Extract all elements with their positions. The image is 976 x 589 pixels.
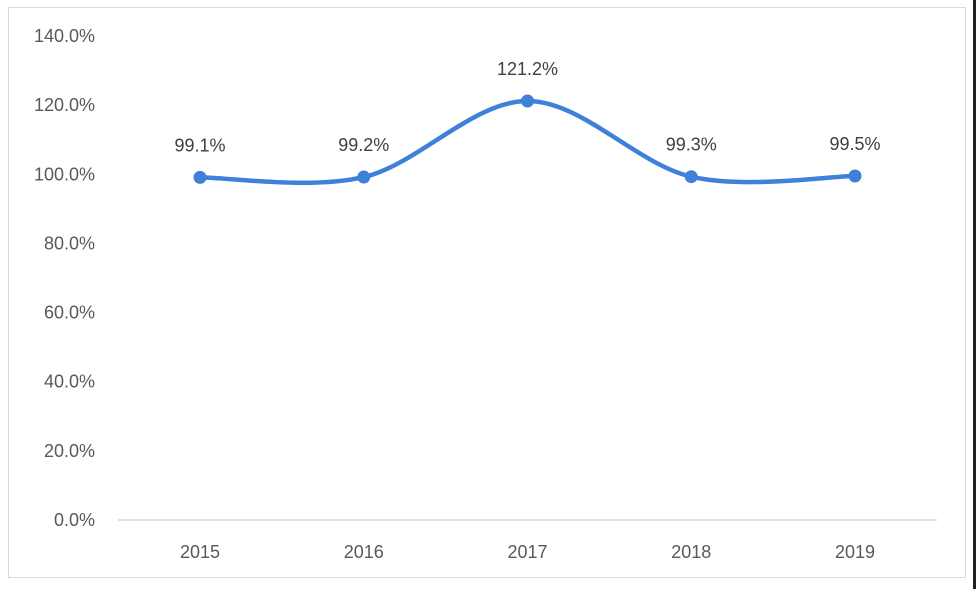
data-label: 99.5% (829, 134, 880, 154)
y-tick-label: 20.0% (44, 441, 95, 461)
y-tick-label: 80.0% (44, 233, 95, 253)
data-point (193, 170, 207, 184)
x-tick-label: 2015 (180, 542, 220, 562)
data-point (521, 94, 534, 108)
data-label: 99.3% (666, 135, 717, 155)
series-line (197, 98, 858, 186)
data-label: 99.1% (174, 135, 225, 155)
y-tick-label: 60.0% (44, 303, 95, 323)
data-point (357, 170, 371, 184)
x-tick-label: 2017 (507, 542, 547, 562)
data-point (684, 170, 698, 184)
y-tick-label: 100.0% (34, 164, 95, 184)
data-point (848, 169, 862, 183)
x-tick-label: 2016 (344, 542, 384, 562)
window-edge (973, 0, 976, 589)
y-tick-label: 120.0% (34, 95, 95, 115)
data-label: 121.2% (497, 59, 558, 79)
y-tick-label: 140.0% (34, 26, 95, 46)
x-tick-label: 2018 (671, 542, 711, 562)
y-tick-label: 0.0% (54, 510, 95, 530)
chart-frame (8, 7, 966, 578)
y-tick-label: 40.0% (44, 372, 95, 392)
x-tick-label: 2019 (835, 542, 875, 562)
data-label: 99.2% (338, 135, 389, 155)
